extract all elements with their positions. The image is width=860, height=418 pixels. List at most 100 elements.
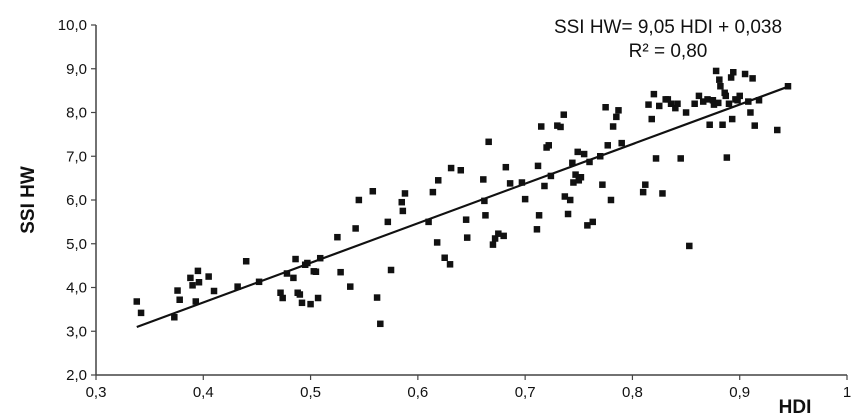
data-point (710, 101, 718, 108)
data-point (722, 92, 730, 100)
data-point (709, 97, 717, 104)
data-point (639, 188, 647, 196)
data-point (699, 98, 707, 105)
data-point (534, 162, 542, 170)
data-point (337, 268, 344, 276)
data-point (561, 193, 569, 200)
data-point (446, 261, 454, 268)
data-point (137, 309, 145, 317)
data-point (277, 289, 284, 296)
x-tick-label: 0,9 (729, 384, 750, 401)
data-point (577, 174, 585, 181)
data-point (537, 123, 545, 130)
data-point (171, 314, 178, 321)
data-point (545, 142, 552, 149)
data-point (434, 177, 442, 184)
data-point (457, 167, 465, 174)
data-point (234, 283, 241, 290)
data-point (580, 150, 588, 158)
x-tick-label: 1 (843, 384, 851, 401)
data-point (398, 198, 406, 206)
data-point (463, 234, 471, 241)
data-point (704, 96, 711, 103)
data-point (399, 207, 407, 215)
data-point (189, 282, 196, 289)
data-point (242, 258, 250, 265)
data-point (194, 267, 202, 275)
data-point (560, 111, 568, 118)
data-point (307, 300, 314, 308)
x-tick-label: 0,7 (515, 384, 536, 401)
data-point (682, 109, 690, 116)
data-point (491, 235, 499, 242)
data-point (650, 90, 658, 98)
data-point (292, 255, 299, 263)
data-point (384, 218, 392, 226)
trendline (136, 85, 789, 329)
data-point (377, 320, 384, 328)
data-point (566, 196, 574, 204)
data-point (373, 294, 381, 301)
x-tick-label: 0,6 (407, 384, 428, 401)
data-point (667, 100, 675, 107)
data-point (481, 197, 488, 205)
data-point (290, 274, 297, 282)
data-point (441, 254, 448, 261)
data-point (659, 190, 666, 197)
data-point (712, 67, 720, 75)
data-point (749, 75, 756, 82)
data-point (387, 266, 395, 274)
equation-annotation: SSI HW= 9,05 HDI + 0,038 (554, 17, 782, 38)
data-point (447, 164, 455, 172)
data-point (557, 123, 564, 131)
data-point (706, 121, 713, 128)
data-point (433, 239, 441, 246)
x-tick-label: 0,5 (300, 384, 321, 401)
y-tick-label: 8,0 (66, 105, 87, 122)
data-point (723, 154, 731, 161)
data-point (725, 100, 733, 107)
data-point (174, 287, 181, 294)
data-point (672, 104, 679, 112)
x-axis-title: HDI (779, 397, 812, 418)
data-point (664, 96, 672, 103)
y-tick-label: 7,0 (66, 148, 87, 165)
data-point (518, 179, 526, 186)
y-tick-label: 10,0 (58, 17, 87, 34)
data-point (645, 101, 652, 108)
data-point (355, 196, 363, 204)
data-point (279, 294, 286, 302)
data-point (429, 188, 437, 196)
data-point (312, 268, 320, 275)
data-point (195, 279, 203, 286)
data-point (369, 188, 377, 195)
data-point (607, 196, 615, 204)
data-point (480, 176, 487, 183)
data-points (133, 67, 792, 328)
data-point (715, 99, 722, 107)
data-point (506, 180, 514, 187)
y-tick-label: 9,0 (66, 61, 87, 78)
y-tick-label: 6,0 (66, 192, 87, 209)
data-point (586, 158, 593, 166)
data-point (296, 291, 304, 298)
x-tick-label: 0,3 (86, 384, 107, 401)
data-point (482, 212, 489, 219)
data-point (485, 138, 492, 146)
data-point (691, 100, 698, 107)
data-point (569, 159, 576, 167)
data-point (334, 233, 341, 241)
data-point (205, 273, 212, 280)
data-point (728, 115, 736, 123)
data-point (192, 298, 200, 305)
data-point (547, 172, 555, 180)
data-point (500, 232, 507, 240)
data-point (609, 123, 617, 130)
data-point (589, 218, 596, 226)
data-point (652, 155, 660, 162)
data-point (755, 97, 763, 104)
y-tick-label: 2,0 (66, 367, 87, 384)
data-point (352, 225, 359, 232)
data-point (602, 104, 609, 111)
